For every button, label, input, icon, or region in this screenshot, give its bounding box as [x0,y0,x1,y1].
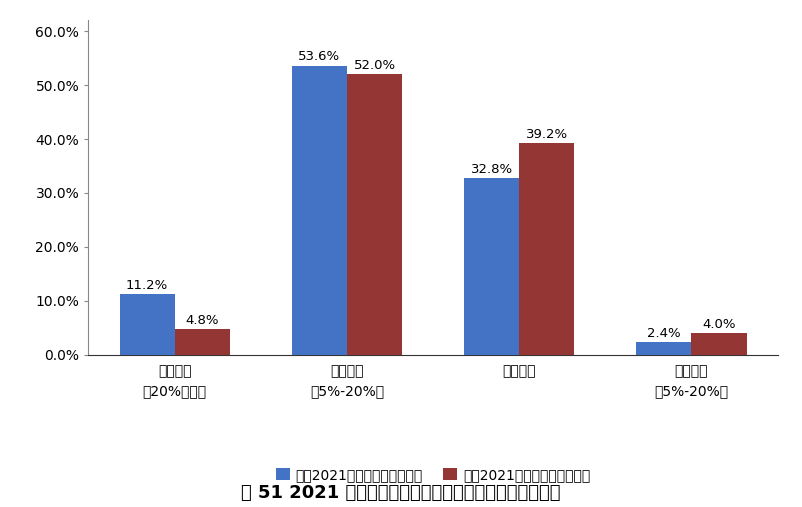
Bar [347,74,402,355]
Text: 11.2%: 11.2% [126,279,168,293]
Bar [292,65,347,355]
Bar [175,329,230,355]
Bar [636,342,691,355]
Bar [691,333,747,355]
Text: 32.8%: 32.8% [471,163,512,176]
Text: 4.0%: 4.0% [703,318,735,331]
Text: 52.0%: 52.0% [354,59,395,72]
Text: 53.6%: 53.6% [298,51,341,63]
Text: 图 51 2021 年全年企业收入规模、利润水平总体预期情况: 图 51 2021 年全年企业收入规模、利润水平总体预期情况 [241,484,561,502]
Text: 39.2%: 39.2% [525,128,568,141]
Legend: 企业2021年收入规模预测情况, 企业2021年利润水平预测情况: 企业2021年收入规模预测情况, 企业2021年利润水平预测情况 [270,462,596,487]
Text: 2.4%: 2.4% [647,327,681,340]
Bar [464,178,519,355]
Bar [519,143,574,355]
Text: 4.8%: 4.8% [185,314,219,327]
Bar [119,295,175,355]
